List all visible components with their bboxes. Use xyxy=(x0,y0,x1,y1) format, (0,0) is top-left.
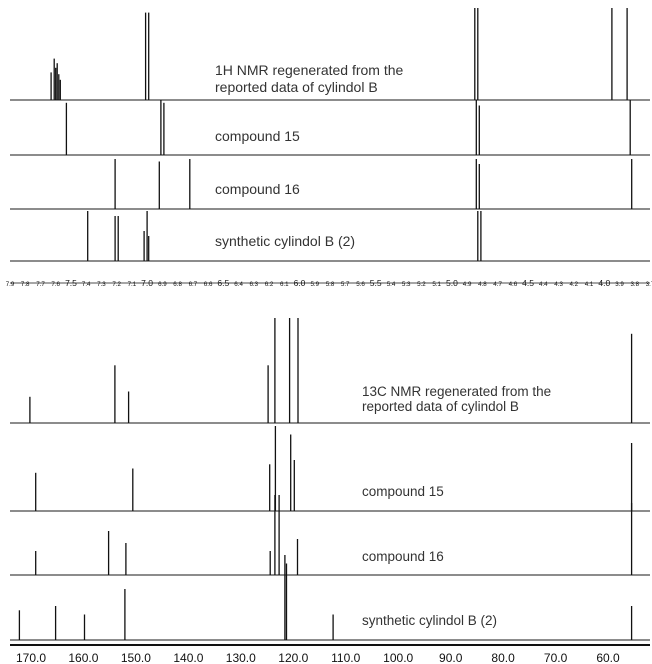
x-tick-label: 80.0 xyxy=(491,651,515,664)
spectrum-2: compound 15 xyxy=(10,100,650,156)
x-tick-label: 6.7 xyxy=(189,281,198,288)
x-tick-label: 60.0 xyxy=(596,651,620,664)
spectrum-label: compound 15 xyxy=(215,128,300,144)
x-tick-label: 6.0 xyxy=(294,278,306,288)
x-tick-label: 150.0 xyxy=(121,651,151,664)
x-tick-label: 170.0 xyxy=(16,651,46,664)
x-tick-label: 6.3 xyxy=(249,281,258,288)
x-tick-label: 6.1 xyxy=(280,281,289,288)
x-tick-label: 5.7 xyxy=(341,281,350,288)
x-tick-label: 5.1 xyxy=(432,281,441,288)
spectrum-label: compound 16 xyxy=(215,181,300,197)
x-tick-label: 4.2 xyxy=(569,281,578,288)
x-tick-label: 7.9 xyxy=(6,281,15,288)
x-tick-label: 5.2 xyxy=(417,281,426,288)
x-tick-label: 6.9 xyxy=(158,281,167,288)
x-tick-label: 5.4 xyxy=(387,281,396,288)
x-tick-label: 160.0 xyxy=(68,651,98,664)
spectrum-3: compound 16 xyxy=(10,159,650,210)
x-tick-label: 5.8 xyxy=(326,281,335,288)
x-tick-label: 6.6 xyxy=(204,281,213,288)
spectrum-4: synthetic cylindol B (2) xyxy=(10,555,650,641)
x-tick-label: 6.2 xyxy=(265,281,274,288)
spectrum-label: synthetic cylindol B (2) xyxy=(215,233,355,249)
spectrum-label: synthetic cylindol B (2) xyxy=(362,613,497,628)
x-tick-label: 4.7 xyxy=(493,281,502,288)
spectrum-label: compound 16 xyxy=(362,549,444,564)
x-tick-label: 3.9 xyxy=(615,281,624,288)
x-tick-label: 100.0 xyxy=(383,651,413,664)
x-tick-label: 3.7 xyxy=(646,281,652,288)
spectrum-label: 13C NMR regenerated from the xyxy=(362,384,551,399)
spectrum-label: 1H NMR regenerated from the xyxy=(215,62,404,78)
x-tick-label: 4.0 xyxy=(598,278,610,288)
x-tick-label: 7.3 xyxy=(97,281,106,288)
x-tick-label: 3.8 xyxy=(630,281,639,288)
spectrum-3: compound 16 xyxy=(10,495,650,576)
x-tick-label: 7.5 xyxy=(65,278,77,288)
x-tick-label: 4.9 xyxy=(463,281,472,288)
x-tick-label: 120.0 xyxy=(278,651,308,664)
x-tick-label: 4.5 xyxy=(522,278,534,288)
x-tick-label: 110.0 xyxy=(331,651,360,664)
x-tick-label: 5.3 xyxy=(402,281,411,288)
x-tick-label: 4.8 xyxy=(478,281,487,288)
x-tick-label: 7.4 xyxy=(82,281,91,288)
x-tick-label: 4.4 xyxy=(539,281,548,288)
x-tick-label: 7.2 xyxy=(112,281,121,288)
x-tick-label: 7.1 xyxy=(128,281,137,288)
x-tick-label: 70.0 xyxy=(544,651,568,664)
x-tick-label: 4.1 xyxy=(585,281,594,288)
spectrum-2: compound 15 xyxy=(10,426,650,512)
x-tick-label: 5.6 xyxy=(356,281,365,288)
x-tick-label: 4.6 xyxy=(509,281,518,288)
x-tick-label: 7.8 xyxy=(21,281,30,288)
spectrum-label: reported data of cylindol B xyxy=(215,79,378,95)
x-tick-label: 6.4 xyxy=(234,281,243,288)
x-tick-label: 6.8 xyxy=(173,281,182,288)
x-tick-label: 5.5 xyxy=(370,278,382,288)
x-tick-label: 7.7 xyxy=(36,281,45,288)
x-tick-label: 130.0 xyxy=(226,651,256,664)
x-tick-label: 5.0 xyxy=(446,278,458,288)
spectrum-label: compound 15 xyxy=(362,484,444,499)
spectrum-4: synthetic cylindol B (2) xyxy=(10,211,650,262)
x-tick-label: 140.0 xyxy=(173,651,203,664)
x-tick-label: 7.0 xyxy=(141,278,153,288)
spectrum-label: reported data of cylindol B xyxy=(362,399,519,414)
x-tick-label: 90.0 xyxy=(439,651,463,664)
x-tick-label: 5.9 xyxy=(310,281,319,288)
x-tick-label: 4.3 xyxy=(554,281,563,288)
x-tick-label: 6.5 xyxy=(217,278,229,288)
x-tick-label: 7.6 xyxy=(51,281,60,288)
